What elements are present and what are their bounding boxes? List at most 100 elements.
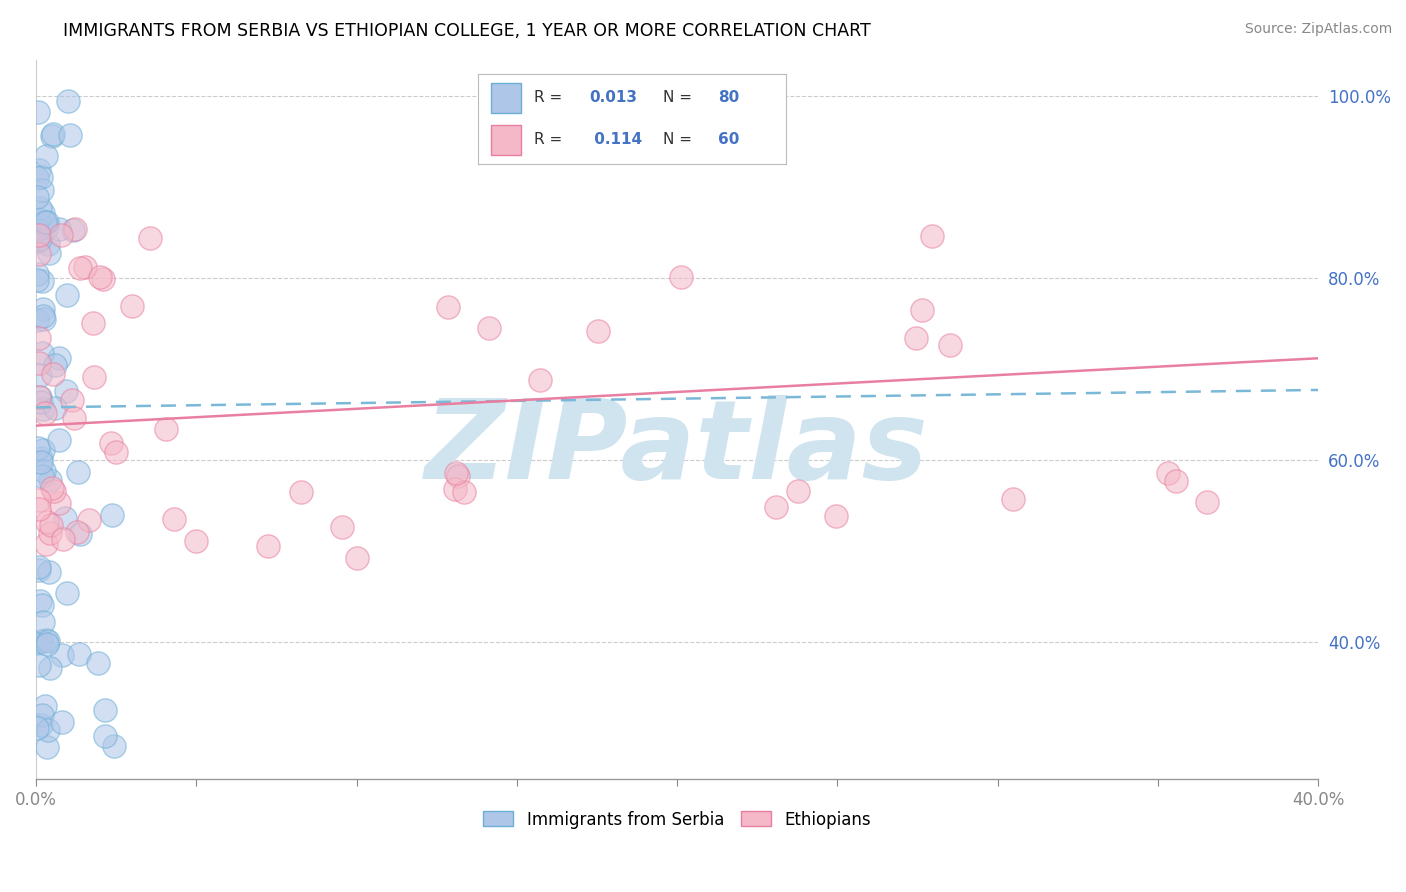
Point bbox=[37, 634, 59, 648]
Point bbox=[38, 525, 60, 540]
Point bbox=[31, 450, 53, 465]
Point bbox=[44, 401, 66, 415]
Point bbox=[904, 331, 927, 345]
Point bbox=[31, 302, 53, 317]
Point bbox=[186, 534, 208, 549]
Point bbox=[32, 309, 55, 323]
Point bbox=[32, 206, 55, 220]
Point bbox=[28, 390, 51, 404]
Point bbox=[30, 390, 52, 404]
Point bbox=[35, 537, 58, 551]
Point bbox=[139, 230, 162, 244]
Point bbox=[824, 509, 846, 524]
Point bbox=[28, 560, 51, 574]
Point bbox=[87, 657, 110, 671]
Point bbox=[31, 183, 53, 197]
Point bbox=[25, 636, 48, 650]
Point bbox=[444, 482, 467, 496]
Point bbox=[32, 464, 55, 478]
Point bbox=[27, 105, 49, 120]
Point bbox=[83, 370, 105, 384]
Point bbox=[27, 441, 49, 455]
Point bbox=[82, 316, 104, 330]
Point bbox=[39, 473, 62, 487]
Text: Source: ZipAtlas.com: Source: ZipAtlas.com bbox=[1244, 22, 1392, 37]
Point bbox=[48, 433, 70, 447]
Point bbox=[25, 190, 48, 204]
Point bbox=[31, 346, 53, 360]
Point bbox=[42, 127, 65, 141]
Point bbox=[30, 633, 52, 648]
Point bbox=[25, 721, 48, 735]
Point bbox=[28, 331, 51, 345]
Point bbox=[25, 273, 48, 287]
Point bbox=[48, 222, 70, 236]
Point bbox=[921, 229, 943, 244]
Point bbox=[37, 723, 59, 737]
Point bbox=[101, 508, 124, 522]
Point bbox=[257, 539, 280, 553]
Point bbox=[103, 739, 125, 754]
Point bbox=[32, 402, 55, 417]
Point bbox=[787, 484, 810, 499]
Point bbox=[529, 373, 551, 387]
Point bbox=[41, 128, 63, 143]
Point bbox=[31, 274, 53, 288]
Point bbox=[1002, 491, 1025, 506]
Point bbox=[35, 219, 58, 234]
Point bbox=[104, 444, 127, 458]
Point bbox=[67, 465, 90, 479]
Legend: Immigrants from Serbia, Ethiopians: Immigrants from Serbia, Ethiopians bbox=[477, 804, 877, 835]
Point bbox=[48, 496, 70, 510]
Point bbox=[34, 148, 56, 162]
Point bbox=[62, 222, 84, 236]
Point bbox=[94, 730, 117, 744]
Point bbox=[30, 368, 52, 382]
Point bbox=[42, 484, 65, 499]
Point bbox=[39, 660, 62, 674]
Point bbox=[30, 169, 52, 184]
Point bbox=[53, 510, 76, 524]
Point bbox=[346, 550, 368, 565]
Point bbox=[69, 260, 91, 275]
Point bbox=[41, 481, 63, 495]
Point bbox=[89, 270, 111, 285]
Point bbox=[65, 221, 87, 235]
Point bbox=[30, 232, 52, 246]
Point bbox=[60, 392, 83, 407]
Point bbox=[56, 288, 79, 302]
Point bbox=[290, 484, 312, 499]
Point bbox=[34, 699, 56, 714]
Point bbox=[32, 615, 55, 629]
Point bbox=[28, 356, 51, 370]
Point bbox=[37, 516, 59, 530]
Point bbox=[34, 215, 56, 229]
Point bbox=[94, 703, 117, 717]
Point bbox=[52, 532, 75, 546]
Point bbox=[59, 128, 82, 142]
Point bbox=[42, 368, 65, 382]
Point bbox=[35, 739, 58, 754]
Point bbox=[91, 272, 114, 286]
Text: ZIPatlas: ZIPatlas bbox=[425, 394, 929, 501]
Point bbox=[28, 593, 51, 607]
Point bbox=[1197, 495, 1219, 509]
Point bbox=[163, 512, 186, 526]
Point bbox=[39, 517, 62, 532]
Point bbox=[1164, 475, 1187, 489]
Point bbox=[28, 563, 51, 577]
Point bbox=[453, 484, 475, 499]
Point bbox=[67, 647, 90, 661]
Point bbox=[58, 94, 80, 108]
Point bbox=[55, 586, 77, 600]
Point bbox=[27, 222, 49, 236]
Point bbox=[938, 337, 960, 351]
Text: IMMIGRANTS FROM SERBIA VS ETHIOPIAN COLLEGE, 1 YEAR OR MORE CORRELATION CHART: IMMIGRANTS FROM SERBIA VS ETHIOPIAN COLL… bbox=[63, 22, 872, 40]
Point bbox=[44, 358, 66, 372]
Point bbox=[31, 598, 53, 612]
Point bbox=[30, 718, 52, 732]
Point bbox=[30, 202, 52, 216]
Point bbox=[63, 411, 86, 425]
Point bbox=[34, 406, 56, 420]
Point bbox=[155, 422, 177, 436]
